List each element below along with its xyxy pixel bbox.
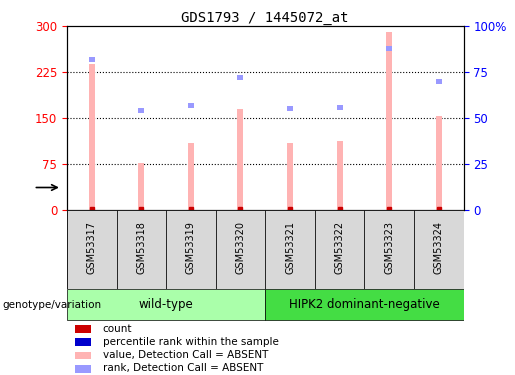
Bar — [386, 46, 392, 51]
Bar — [116, 210, 166, 289]
Bar — [237, 75, 244, 80]
Text: GSM53321: GSM53321 — [285, 221, 295, 274]
Bar — [216, 210, 265, 289]
Bar — [436, 79, 442, 84]
Text: genotype/variation: genotype/variation — [3, 300, 101, 310]
Bar — [67, 210, 116, 289]
Bar — [337, 141, 342, 210]
Bar — [139, 164, 144, 210]
Text: GSM53318: GSM53318 — [136, 221, 146, 274]
Text: wild-type: wild-type — [139, 298, 194, 311]
Text: GSM53323: GSM53323 — [384, 221, 394, 274]
Text: GSM53317: GSM53317 — [87, 221, 97, 274]
Bar — [188, 103, 194, 108]
Bar — [188, 142, 194, 210]
Bar — [287, 106, 293, 111]
Bar — [237, 109, 244, 210]
Bar — [166, 210, 216, 289]
Bar — [75, 365, 91, 373]
Bar — [75, 352, 91, 360]
Title: GDS1793 / 1445072_at: GDS1793 / 1445072_at — [181, 11, 349, 25]
Bar — [75, 326, 91, 333]
Text: count: count — [102, 324, 132, 334]
Text: GSM53320: GSM53320 — [235, 221, 246, 274]
Text: GSM53319: GSM53319 — [186, 221, 196, 274]
Text: percentile rank within the sample: percentile rank within the sample — [102, 337, 279, 347]
Text: HIPK2 dominant-negative: HIPK2 dominant-negative — [289, 298, 440, 311]
Bar — [287, 142, 293, 210]
Bar — [414, 210, 464, 289]
Bar — [265, 290, 464, 320]
Text: value, Detection Call = ABSENT: value, Detection Call = ABSENT — [102, 350, 268, 360]
Text: GSM53322: GSM53322 — [335, 221, 345, 274]
Bar — [315, 210, 365, 289]
Bar — [436, 116, 442, 210]
Bar — [89, 57, 95, 62]
Bar — [67, 290, 265, 320]
Bar — [139, 108, 144, 113]
Text: rank, Detection Call = ABSENT: rank, Detection Call = ABSENT — [102, 363, 263, 374]
Bar — [265, 210, 315, 289]
Bar — [89, 64, 95, 210]
Bar — [337, 105, 342, 110]
Text: GSM53324: GSM53324 — [434, 221, 444, 274]
Bar — [386, 32, 392, 210]
Bar — [365, 210, 414, 289]
Bar — [75, 339, 91, 346]
